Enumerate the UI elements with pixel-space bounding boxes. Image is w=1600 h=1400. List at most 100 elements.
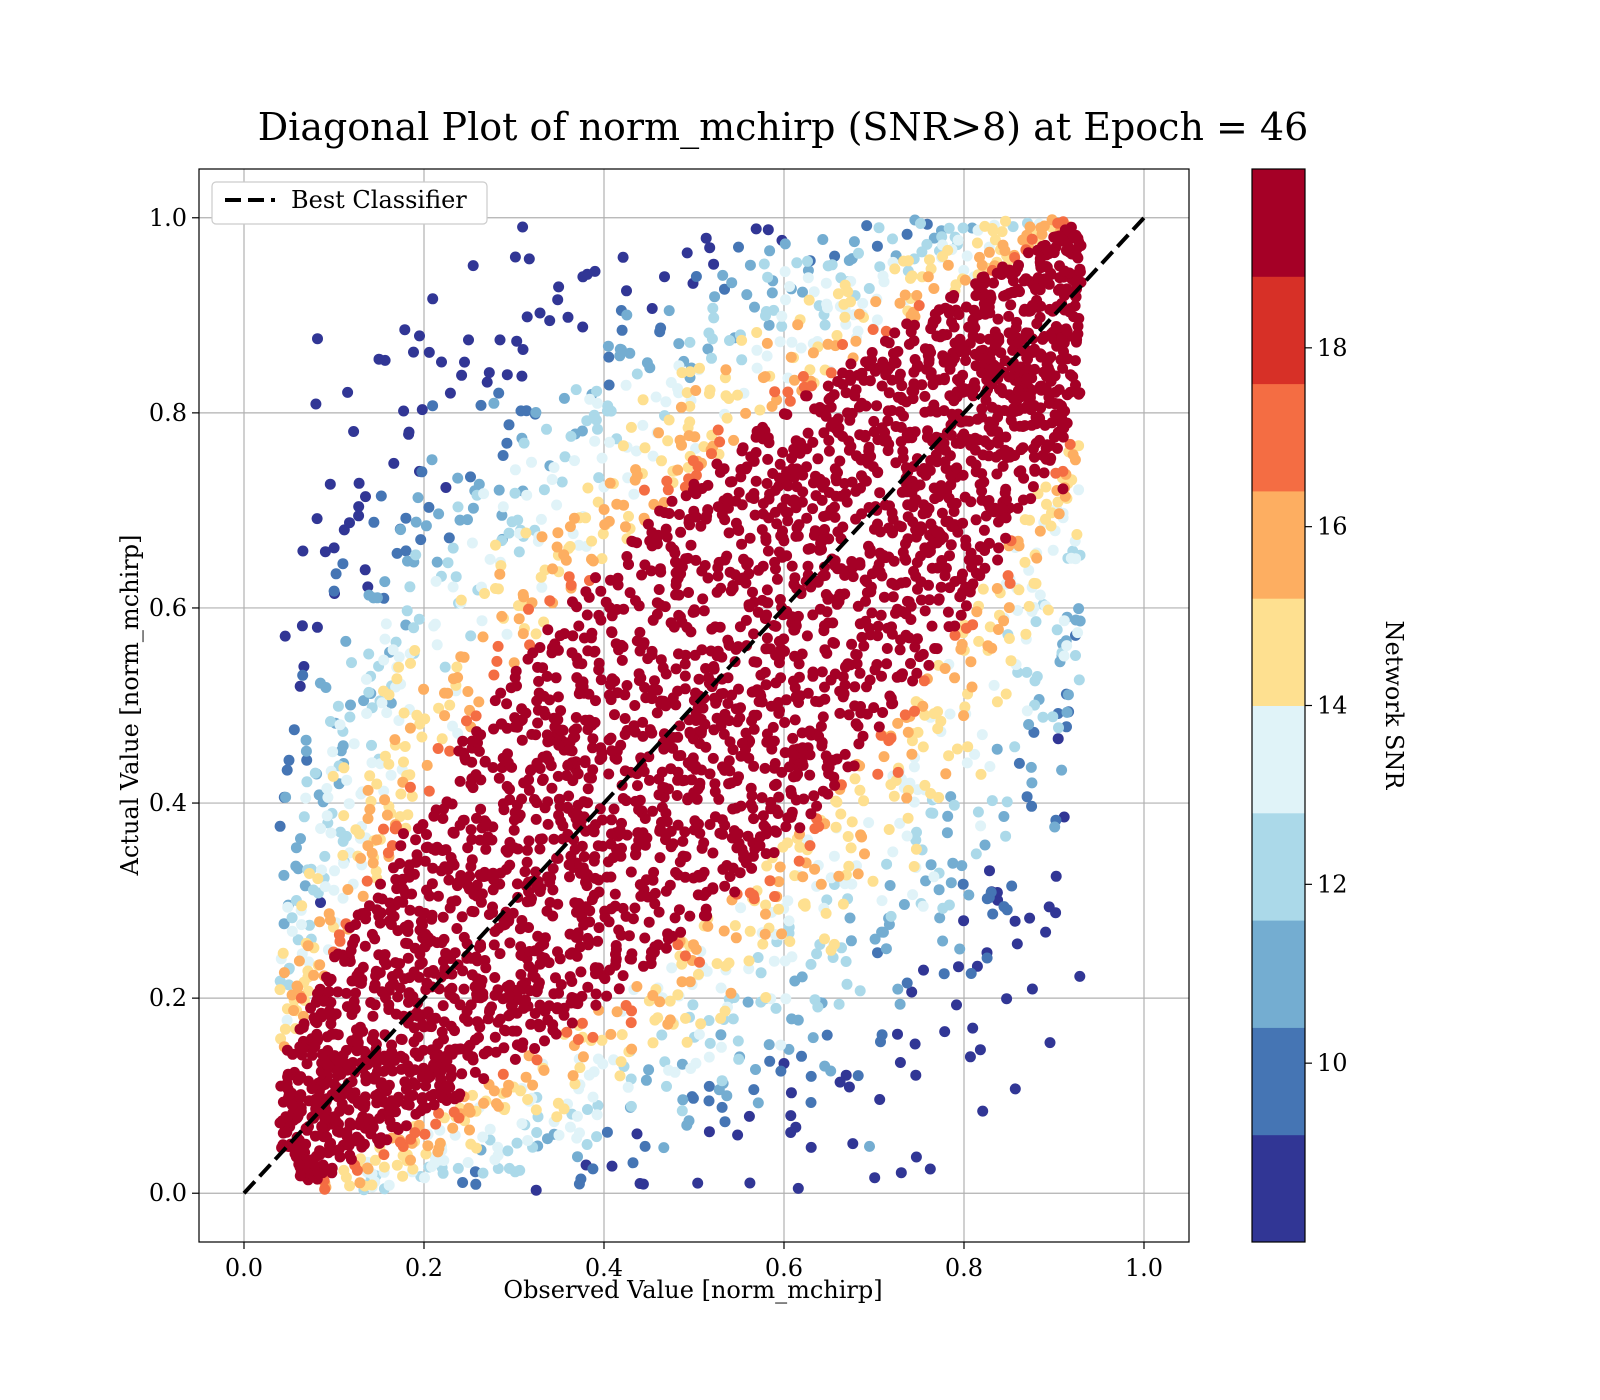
scatter-point <box>518 777 530 789</box>
scatter-point <box>683 714 695 726</box>
scatter-point <box>822 591 834 603</box>
scatter-point <box>690 271 702 282</box>
scatter-point <box>1004 264 1016 276</box>
scatter-point <box>466 537 478 549</box>
scatter-point <box>634 1178 646 1189</box>
scatter-point <box>728 434 740 446</box>
scatter-point <box>959 415 971 427</box>
scatter-point <box>748 760 760 772</box>
scatter-point <box>1045 520 1057 532</box>
scatter-point <box>578 851 590 863</box>
scatter-point <box>357 961 369 973</box>
scatter-point <box>738 572 749 584</box>
legend: Best Classifier <box>211 181 488 225</box>
scatter-point <box>816 535 828 547</box>
scatter-point <box>894 998 906 1010</box>
scatter-point <box>672 464 684 476</box>
scatter-point <box>958 710 970 722</box>
scatter-point <box>395 788 407 800</box>
scatter-point <box>382 847 394 859</box>
scatter-point <box>309 1130 321 1142</box>
scatter-point <box>970 848 982 860</box>
scatter-point <box>1042 604 1054 616</box>
scatter-point <box>644 774 655 786</box>
scatter-point <box>763 437 775 449</box>
scatter-point <box>895 577 907 589</box>
scatter-point <box>345 699 356 711</box>
scatter-point <box>842 407 853 419</box>
colorbar-tick-label: 18 <box>1317 334 1348 362</box>
scatter-point <box>970 360 982 372</box>
scatter-point <box>793 519 805 531</box>
scatter-point <box>421 829 432 840</box>
scatter-point <box>921 431 933 443</box>
scatter-point <box>343 798 355 810</box>
scatter-point <box>360 1050 372 1062</box>
scatter-point <box>363 686 375 698</box>
scatter-point <box>366 739 377 751</box>
scatter-point <box>977 583 989 595</box>
scatter-point <box>880 943 892 955</box>
scatter-point <box>748 813 760 825</box>
scatter-point <box>773 791 785 803</box>
scatter-point <box>950 279 962 291</box>
scatter-point <box>487 762 499 773</box>
scatter-point <box>493 484 505 496</box>
scatter-point <box>1074 970 1086 982</box>
scatter-point <box>821 647 833 659</box>
scatter-point <box>877 926 889 938</box>
scatter-point <box>531 1127 543 1138</box>
scatter-point <box>1029 343 1040 355</box>
scatter-point <box>976 729 988 741</box>
scatter-point <box>1025 761 1037 773</box>
scatter-point <box>410 834 422 846</box>
scatter-point <box>887 591 899 603</box>
scatter-point <box>404 722 416 734</box>
scatter-point <box>1019 556 1031 568</box>
x-tick-label: 0.8 <box>945 1254 983 1282</box>
scatter-point <box>654 825 666 837</box>
scatter-point <box>1043 397 1055 409</box>
scatter-point <box>618 603 630 615</box>
scatter-point <box>1044 1037 1056 1049</box>
scatter-point <box>970 290 982 302</box>
scatter-point <box>887 513 899 525</box>
scatter-point <box>488 397 500 409</box>
scatter-point <box>676 367 688 379</box>
scatter-point <box>823 435 835 446</box>
scatter-point <box>981 952 993 964</box>
scatter-point <box>941 355 953 367</box>
scatter-point <box>923 659 935 671</box>
scatter-point <box>411 709 423 721</box>
scatter-point <box>846 476 858 488</box>
scatter-point <box>554 953 566 965</box>
scatter-point <box>919 542 931 554</box>
scatter-point <box>520 994 531 1006</box>
scatter-point <box>404 859 415 871</box>
scatter-point <box>463 1049 475 1061</box>
scatter-point <box>561 1026 573 1038</box>
scatter-point <box>301 754 313 766</box>
scatter-point <box>915 550 927 562</box>
scatter-point <box>360 1075 372 1087</box>
scatter-point <box>509 487 521 499</box>
scatter-point <box>722 634 734 646</box>
scatter-point <box>936 231 948 243</box>
scatter-point <box>483 909 495 920</box>
scatter-point <box>1028 577 1040 589</box>
scatter-point <box>1051 624 1063 636</box>
scatter-point <box>731 842 743 854</box>
scatter-point <box>750 431 762 443</box>
scatter-point <box>782 515 794 527</box>
scatter-point <box>719 283 730 295</box>
scatter-point <box>327 746 339 758</box>
scatter-point <box>721 412 733 424</box>
scatter-point <box>471 812 482 824</box>
scatter-point <box>542 624 554 636</box>
scatter-point <box>295 992 307 1004</box>
scatter-point <box>332 700 344 712</box>
best-classifier-line <box>242 216 1146 1195</box>
scatter-point <box>562 760 574 772</box>
scatter-point <box>403 989 415 1000</box>
scatter-point <box>959 491 971 503</box>
